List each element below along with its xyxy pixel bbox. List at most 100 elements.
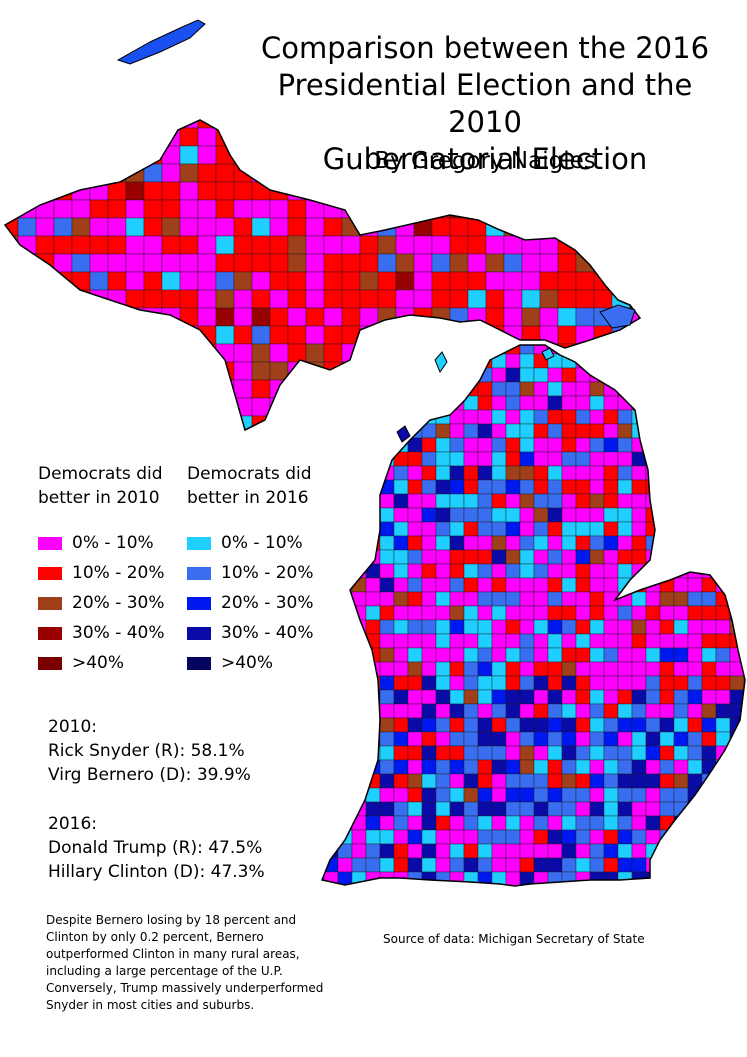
precinct-cell <box>701 381 717 397</box>
precinct-cell <box>379 437 395 453</box>
precinct-cell <box>505 857 521 873</box>
precinct-cell <box>407 745 423 761</box>
precinct-cell <box>467 217 487 237</box>
precinct-cell <box>365 661 381 677</box>
precinct-cell <box>89 397 109 417</box>
precinct-cell <box>407 395 423 411</box>
precinct-cell <box>589 745 605 761</box>
precinct-cell <box>449 289 469 309</box>
precinct-cell <box>407 493 423 509</box>
precinct-cell <box>519 745 535 761</box>
precinct-cell <box>519 549 535 565</box>
precinct-cell <box>631 381 647 397</box>
precinct-cell <box>617 815 633 831</box>
isle-royale <box>116 19 206 65</box>
precinct-cell <box>491 577 507 593</box>
precinct-cell <box>365 577 381 593</box>
precinct-cell <box>617 549 633 565</box>
precinct-cell <box>575 731 591 747</box>
precinct-cell <box>17 379 37 399</box>
precinct-cell <box>491 605 507 621</box>
precinct-cell <box>5 325 19 345</box>
precinct-cell <box>603 451 619 467</box>
precinct-cell <box>603 409 619 425</box>
precinct-cell <box>251 271 271 291</box>
precinct-cell <box>449 253 469 273</box>
precinct-cell <box>701 689 717 705</box>
precinct-cell <box>611 181 631 201</box>
precinct-cell <box>323 759 339 775</box>
precinct-cell <box>645 661 661 677</box>
precinct-cell <box>449 535 465 551</box>
precinct-cell <box>729 885 745 886</box>
precinct-cell <box>351 479 367 495</box>
precinct-cell <box>715 395 731 411</box>
precinct-cell <box>575 633 591 649</box>
precinct-cell <box>491 647 507 663</box>
precinct-cell <box>673 787 689 803</box>
precinct-cell <box>215 253 235 273</box>
precinct-cell <box>617 535 633 551</box>
precinct-cell <box>533 577 549 593</box>
precinct-cell <box>729 409 745 425</box>
precinct-cell <box>575 253 595 273</box>
precinct-cell <box>673 633 689 649</box>
precinct-cell <box>269 253 289 273</box>
precinct-cell <box>491 521 507 537</box>
precinct-cell <box>393 521 409 537</box>
precinct-cell <box>449 507 465 523</box>
precinct-cell <box>729 759 745 775</box>
precinct-cell <box>687 815 703 831</box>
precinct-cell <box>421 703 437 719</box>
precinct-cell <box>449 465 465 481</box>
precinct-cell <box>89 271 109 291</box>
precinct-cell <box>631 507 647 523</box>
precinct-cell <box>617 465 633 481</box>
precinct-cell <box>143 127 163 147</box>
precinct-cell <box>463 773 479 789</box>
legend-item: >40% <box>38 648 165 678</box>
precinct-cell <box>491 801 507 817</box>
precinct-cell <box>71 379 91 399</box>
precinct-cell <box>631 409 647 425</box>
precinct-cell <box>359 397 379 417</box>
precinct-cell <box>53 235 73 255</box>
precinct-cell <box>395 181 415 201</box>
precinct-cell <box>519 353 535 369</box>
precinct-cell <box>107 163 127 183</box>
precinct-cell <box>467 289 487 309</box>
precinct-cell <box>407 759 423 775</box>
precinct-cell <box>407 507 423 523</box>
precinct-cell <box>715 787 731 803</box>
precinct-cell <box>435 535 451 551</box>
precinct-cell <box>379 745 395 761</box>
precinct-cell <box>71 120 91 129</box>
precinct-cell <box>107 397 127 417</box>
precinct-cell <box>593 235 613 255</box>
precinct-cell <box>379 787 395 803</box>
precinct-cell <box>35 379 55 399</box>
precinct-cell <box>491 689 507 705</box>
precinct-cell <box>521 199 541 219</box>
precinct-cell <box>463 843 479 859</box>
precinct-cell <box>287 199 307 219</box>
precinct-cell <box>645 451 661 467</box>
precinct-cell <box>701 493 717 509</box>
precinct-cell <box>521 271 541 291</box>
precinct-cell <box>435 507 451 523</box>
precinct-cell <box>197 361 217 381</box>
precinct-cell <box>617 423 633 439</box>
precinct-cell <box>505 759 521 775</box>
precinct-cell <box>126 434 144 452</box>
precinct-cell <box>539 181 559 201</box>
precinct-cell <box>435 345 451 355</box>
precinct-cell <box>575 381 591 397</box>
precinct-cell <box>449 563 465 579</box>
precinct-cell <box>393 591 409 607</box>
precinct-cell <box>215 120 235 129</box>
precinct-cell <box>533 423 549 439</box>
precinct-cell <box>645 745 661 761</box>
precinct-cell <box>17 120 37 129</box>
precinct-cell <box>519 535 535 551</box>
precinct-cell <box>603 437 619 453</box>
